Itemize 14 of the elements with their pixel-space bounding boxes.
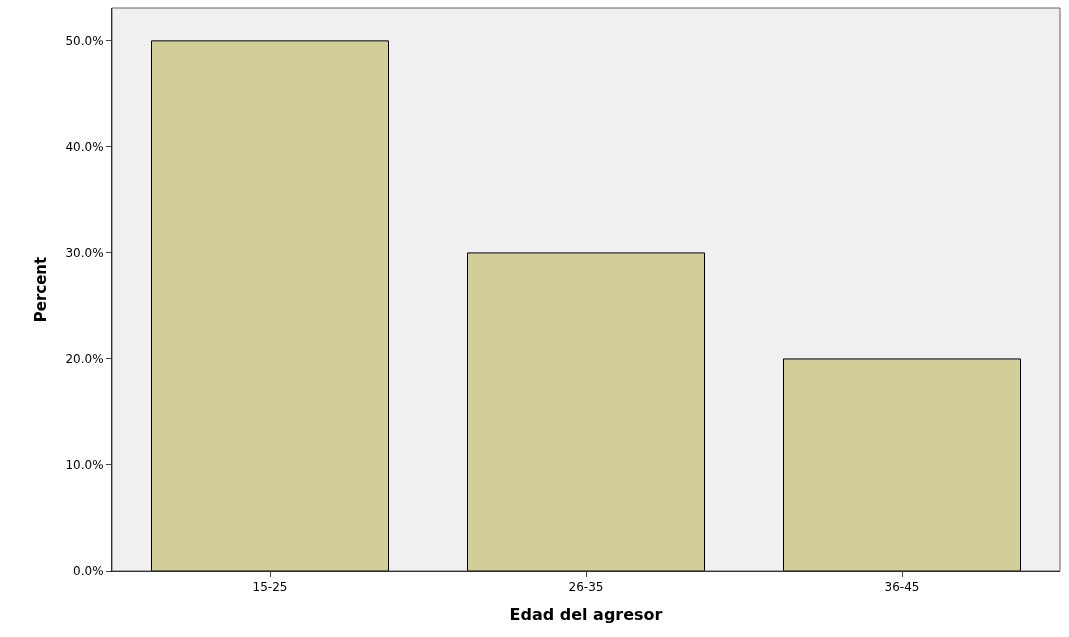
x-axis-title: Edad del agresor	[509, 605, 663, 625]
x-tick-label: 36-45	[884, 580, 920, 595]
y-tick-label: 40.0%	[65, 140, 104, 155]
bar	[151, 40, 389, 571]
x-tick-label: 26-35	[568, 580, 604, 595]
y-tick-label: 50.0%	[65, 34, 104, 49]
bar	[467, 252, 705, 571]
bar	[783, 358, 1021, 571]
y-tick-label: 0.0%	[73, 564, 104, 579]
y-axis-title: Percent	[31, 256, 50, 323]
y-tick-label: 10.0%	[65, 458, 104, 473]
y-tick-label: 30.0%	[65, 246, 104, 261]
y-tick-label: 20.0%	[65, 352, 104, 367]
x-tick-label: 15-25	[252, 580, 288, 595]
